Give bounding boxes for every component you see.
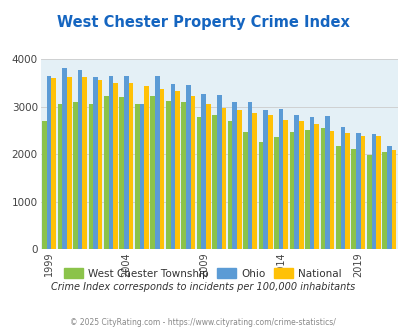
Bar <box>320 128 324 249</box>
Bar <box>88 104 93 249</box>
Bar <box>201 94 206 249</box>
Bar <box>47 76 51 249</box>
Bar <box>391 150 395 249</box>
Bar <box>124 77 128 249</box>
Bar <box>313 124 318 249</box>
Bar <box>212 115 216 249</box>
Bar <box>185 84 190 249</box>
Bar <box>340 127 344 249</box>
Bar <box>175 91 179 249</box>
Bar <box>298 120 303 249</box>
Bar <box>278 109 283 249</box>
Bar <box>324 116 329 249</box>
Bar <box>159 89 164 249</box>
Bar <box>227 121 232 249</box>
Bar <box>273 137 278 249</box>
Bar <box>67 78 71 249</box>
Bar <box>62 68 67 249</box>
Bar <box>232 102 237 249</box>
Bar <box>386 146 391 249</box>
Bar <box>371 134 375 249</box>
Bar <box>166 101 170 249</box>
Bar <box>304 130 309 249</box>
Bar <box>150 96 155 249</box>
Bar <box>51 79 56 249</box>
Bar <box>237 110 241 249</box>
Bar <box>283 120 288 249</box>
Bar <box>289 132 294 249</box>
Bar <box>98 80 102 249</box>
Bar <box>263 110 267 249</box>
Bar <box>82 78 87 249</box>
Bar <box>366 155 371 249</box>
Bar <box>170 84 175 249</box>
Bar <box>73 102 77 249</box>
Bar <box>196 117 201 249</box>
Bar <box>267 115 272 249</box>
Bar <box>77 70 82 249</box>
Text: Crime Index corresponds to incidents per 100,000 inhabitants: Crime Index corresponds to incidents per… <box>51 282 354 292</box>
Bar <box>144 86 149 249</box>
Bar <box>216 94 221 249</box>
Bar <box>258 143 263 249</box>
Bar <box>58 105 62 249</box>
Bar <box>252 113 256 249</box>
Bar <box>113 83 117 249</box>
Bar <box>104 96 109 249</box>
Bar <box>329 131 334 249</box>
Bar <box>181 102 185 249</box>
Bar <box>134 105 139 249</box>
Bar <box>42 121 47 249</box>
Bar <box>190 96 195 249</box>
Bar <box>382 152 386 249</box>
Bar <box>221 108 226 249</box>
Bar <box>128 82 133 249</box>
Text: © 2025 CityRating.com - https://www.cityrating.com/crime-statistics/: © 2025 CityRating.com - https://www.city… <box>70 318 335 327</box>
Bar <box>309 117 313 249</box>
Bar <box>109 77 113 249</box>
Bar <box>206 105 210 249</box>
Bar <box>119 97 124 249</box>
Bar <box>294 115 298 249</box>
Bar <box>247 102 252 249</box>
Bar <box>375 136 380 249</box>
Bar <box>243 132 247 249</box>
Bar <box>360 136 364 249</box>
Bar <box>139 104 144 249</box>
Bar <box>351 149 355 249</box>
Bar <box>93 77 98 249</box>
Bar <box>155 76 159 249</box>
Legend: West Chester Township, Ohio, National: West Chester Township, Ohio, National <box>60 264 345 283</box>
Bar <box>344 133 349 249</box>
Bar <box>335 146 340 249</box>
Text: West Chester Property Crime Index: West Chester Property Crime Index <box>56 15 349 30</box>
Bar <box>355 133 360 249</box>
